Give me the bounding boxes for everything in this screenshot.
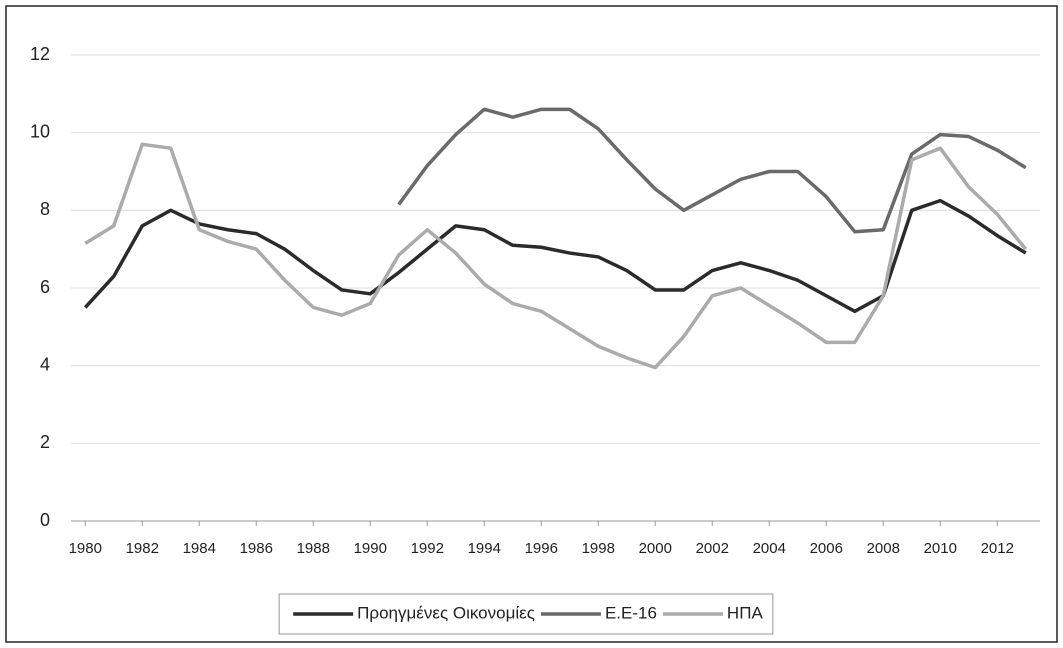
x-tick-label: 1980 <box>69 540 102 557</box>
x-tick-label: 1996 <box>525 540 558 557</box>
legend: Προηγμένες Οικονομίες Ε.Ε-16 ΗΠΑ <box>278 593 774 635</box>
series-line <box>84 142 1028 370</box>
x-tick-label: 2012 <box>981 540 1014 557</box>
y-tick-label: 12 <box>30 44 50 64</box>
series-line <box>397 107 1027 234</box>
x-tick-label: 2002 <box>696 540 729 557</box>
x-tick-label: 1990 <box>354 540 387 557</box>
y-tick-label: 10 <box>30 121 50 141</box>
x-tick-label: 1982 <box>126 540 159 557</box>
x-tick-label: 1992 <box>411 540 444 557</box>
x-tick-label: 2004 <box>753 540 786 557</box>
y-tick-label: 0 <box>40 510 50 530</box>
x-tick-label: 1998 <box>582 540 615 557</box>
x-tick-label: 2006 <box>810 540 843 557</box>
y-tick-label: 6 <box>40 277 50 297</box>
legend-label: Ε.Ε-16 <box>605 603 657 622</box>
x-tick-label: 1986 <box>240 540 273 557</box>
x-tick-label: 2010 <box>924 540 957 557</box>
y-tick-label: 4 <box>40 354 50 374</box>
x-tick-label: 1988 <box>297 540 330 557</box>
x-tick-label: 1994 <box>468 540 501 557</box>
x-tick-label: 2008 <box>867 540 900 557</box>
x-tick-label: 1984 <box>183 540 216 557</box>
y-tick-label: 2 <box>40 432 50 452</box>
legend-label: Προηγμένες Οικονομίες <box>357 603 535 622</box>
legend-label: ΗΠΑ <box>727 603 764 622</box>
y-tick-label: 8 <box>40 199 50 219</box>
series-line <box>83 198 1027 314</box>
x-tick-label: 2000 <box>639 540 672 557</box>
